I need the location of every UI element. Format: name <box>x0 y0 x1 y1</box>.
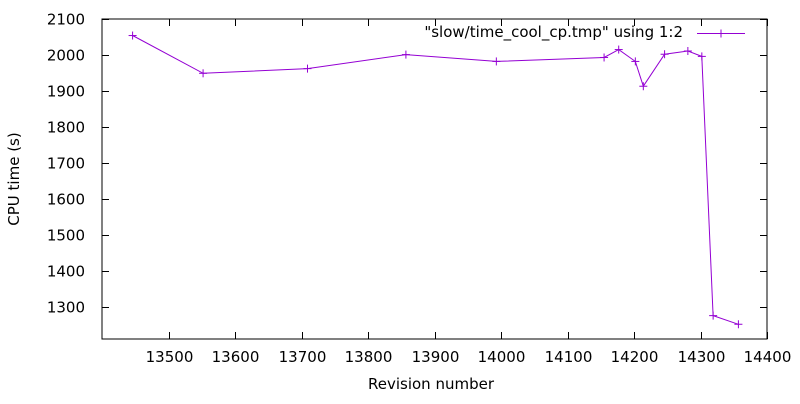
data-point <box>303 64 312 73</box>
data-point <box>631 57 640 66</box>
plot-border <box>101 18 768 340</box>
y-tick-label: 1900 <box>47 83 85 101</box>
x-tick-label: 13600 <box>212 348 260 366</box>
x-tick-label: 13500 <box>146 348 194 366</box>
y-tick-label: 1400 <box>47 263 85 281</box>
data-point <box>199 69 208 78</box>
y-tick-label: 1700 <box>47 155 85 173</box>
x-tick-label: 14100 <box>545 348 593 366</box>
data-point <box>697 52 706 61</box>
y-tick-label: 1600 <box>47 191 85 209</box>
data-point <box>614 45 623 54</box>
data-point <box>639 82 648 91</box>
x-tick-label: 13900 <box>412 348 460 366</box>
y-axis-label: CPU time (s) <box>5 132 23 225</box>
x-axis-label: Revision number <box>368 375 495 393</box>
data-point <box>128 31 137 40</box>
y-tick-label: 1300 <box>47 299 85 317</box>
data-point <box>683 47 692 55</box>
series-line <box>132 35 739 325</box>
x-tick-label: 14400 <box>744 348 792 366</box>
y-tick-label: 2000 <box>47 47 85 65</box>
x-tick-label: 13800 <box>345 348 393 366</box>
data-point <box>734 320 743 329</box>
y-tick-label: 2100 <box>47 11 85 29</box>
x-tick-label: 13700 <box>279 348 327 366</box>
data-point <box>492 57 501 66</box>
data-point <box>709 311 718 320</box>
data-point <box>660 50 669 59</box>
data-point <box>401 50 410 59</box>
data-point <box>600 53 609 62</box>
x-tick-label: 14200 <box>611 348 659 366</box>
x-tick-label: 14300 <box>678 348 726 366</box>
y-tick-label: 1800 <box>47 119 85 137</box>
x-tick-label: 14000 <box>478 348 526 366</box>
y-tick-label: 1500 <box>47 227 85 245</box>
legend-label: "slow/time_cool_cp.tmp" using 1:2 <box>424 23 683 42</box>
